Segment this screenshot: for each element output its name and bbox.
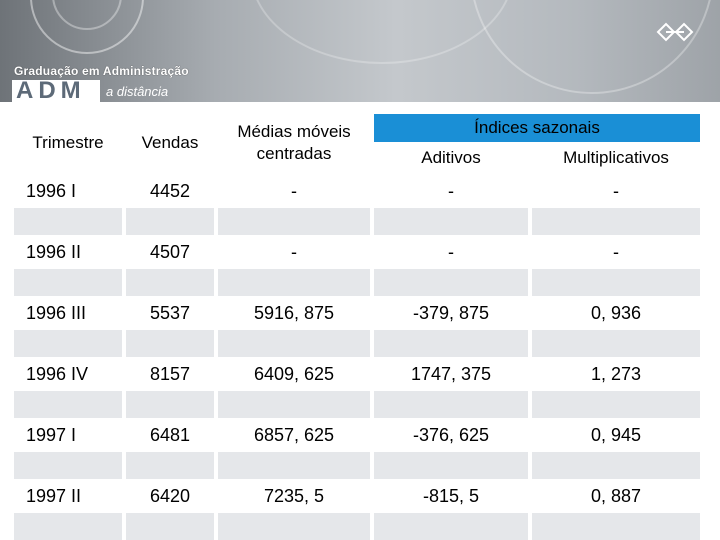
program-subtitle: a distância (106, 84, 169, 99)
table-row-spacer (532, 208, 700, 235)
table-cell-trimestre: 1997 II (14, 481, 122, 511)
table-cell-media: 6409, 625 (218, 359, 370, 389)
table-row-spacer (218, 391, 370, 418)
table-row-spacer (532, 513, 700, 540)
program-title: Graduação em Administração (14, 64, 189, 78)
table-cell-multiplicativo: - (532, 237, 700, 267)
table-row-spacer (532, 391, 700, 418)
ufsc-emblem-icon (656, 22, 694, 42)
table-row-spacer (14, 391, 122, 418)
table-row-spacer (218, 269, 370, 296)
table-cell-vendas: 4507 (126, 237, 214, 267)
table-row-spacer (374, 330, 528, 357)
table-row-spacer (532, 452, 700, 479)
header-banner: Graduação em Administração ADM a distânc… (0, 0, 720, 102)
table-row-spacer (126, 208, 214, 235)
table-cell-media: - (218, 176, 370, 206)
table-cell-aditivo: -815, 5 (374, 481, 528, 511)
table-row-spacer (218, 513, 370, 540)
table-row-spacer (374, 452, 528, 479)
header-multiplicativos: Multiplicativos (532, 144, 700, 172)
header-vendas: Vendas (126, 114, 214, 172)
table-row-spacer (532, 330, 700, 357)
table-row-spacer (218, 330, 370, 357)
table-cell-trimestre: 1997 I (14, 420, 122, 450)
table-cell-media: 6857, 625 (218, 420, 370, 450)
table-cell-trimestre: 1996 IV (14, 359, 122, 389)
table-row-spacer (14, 513, 122, 540)
table-cell-aditivo: -379, 875 (374, 298, 528, 328)
table-cell-vendas: 6420 (126, 481, 214, 511)
header-trimestre: Trimestre (14, 114, 122, 172)
table-cell-aditivo: -376, 625 (374, 420, 528, 450)
table-row-spacer (532, 269, 700, 296)
table-row-spacer (126, 269, 214, 296)
table-row-spacer (126, 452, 214, 479)
header-medias-moveis: Médias móveis centradas (218, 114, 370, 172)
table-row-spacer (14, 330, 122, 357)
table-cell-trimestre: 1996 II (14, 237, 122, 267)
table-cell-multiplicativo: 0, 936 (532, 298, 700, 328)
table-cell-vendas: 8157 (126, 359, 214, 389)
table-cell-multiplicativo: 0, 945 (532, 420, 700, 450)
table-row-spacer (126, 391, 214, 418)
table-cell-multiplicativo: 1, 273 (532, 359, 700, 389)
table-cell-aditivo: - (374, 237, 528, 267)
table-row-spacer (218, 452, 370, 479)
table-cell-media: 5916, 875 (218, 298, 370, 328)
header-aditivos: Aditivos (374, 144, 528, 172)
table-row-spacer (14, 269, 122, 296)
table-row-spacer (374, 208, 528, 235)
table-cell-aditivo: 1747, 375 (374, 359, 528, 389)
table-row-spacer (374, 391, 528, 418)
table-cell-vendas: 4452 (126, 176, 214, 206)
table-row-spacer (374, 269, 528, 296)
decorative-arc (250, 0, 514, 64)
table-row-spacer (126, 330, 214, 357)
table-cell-aditivo: - (374, 176, 528, 206)
decorative-arc (470, 0, 714, 94)
table-cell-media: 7235, 5 (218, 481, 370, 511)
table-cell-vendas: 6481 (126, 420, 214, 450)
table-row-spacer (14, 452, 122, 479)
table-cell-media: - (218, 237, 370, 267)
table-row-spacer (218, 208, 370, 235)
table-cell-vendas: 5537 (126, 298, 214, 328)
table-cell-multiplicativo: 0, 887 (532, 481, 700, 511)
table-row-spacer (126, 513, 214, 540)
table-row-spacer (14, 208, 122, 235)
table-cell-multiplicativo: - (532, 176, 700, 206)
table-cell-trimestre: 1996 I (14, 176, 122, 206)
table-cell-trimestre: 1996 III (14, 298, 122, 328)
adm-logo: ADM (12, 80, 100, 102)
table-row-spacer (374, 513, 528, 540)
header-indices-sazonais: Índices sazonais (374, 114, 700, 142)
